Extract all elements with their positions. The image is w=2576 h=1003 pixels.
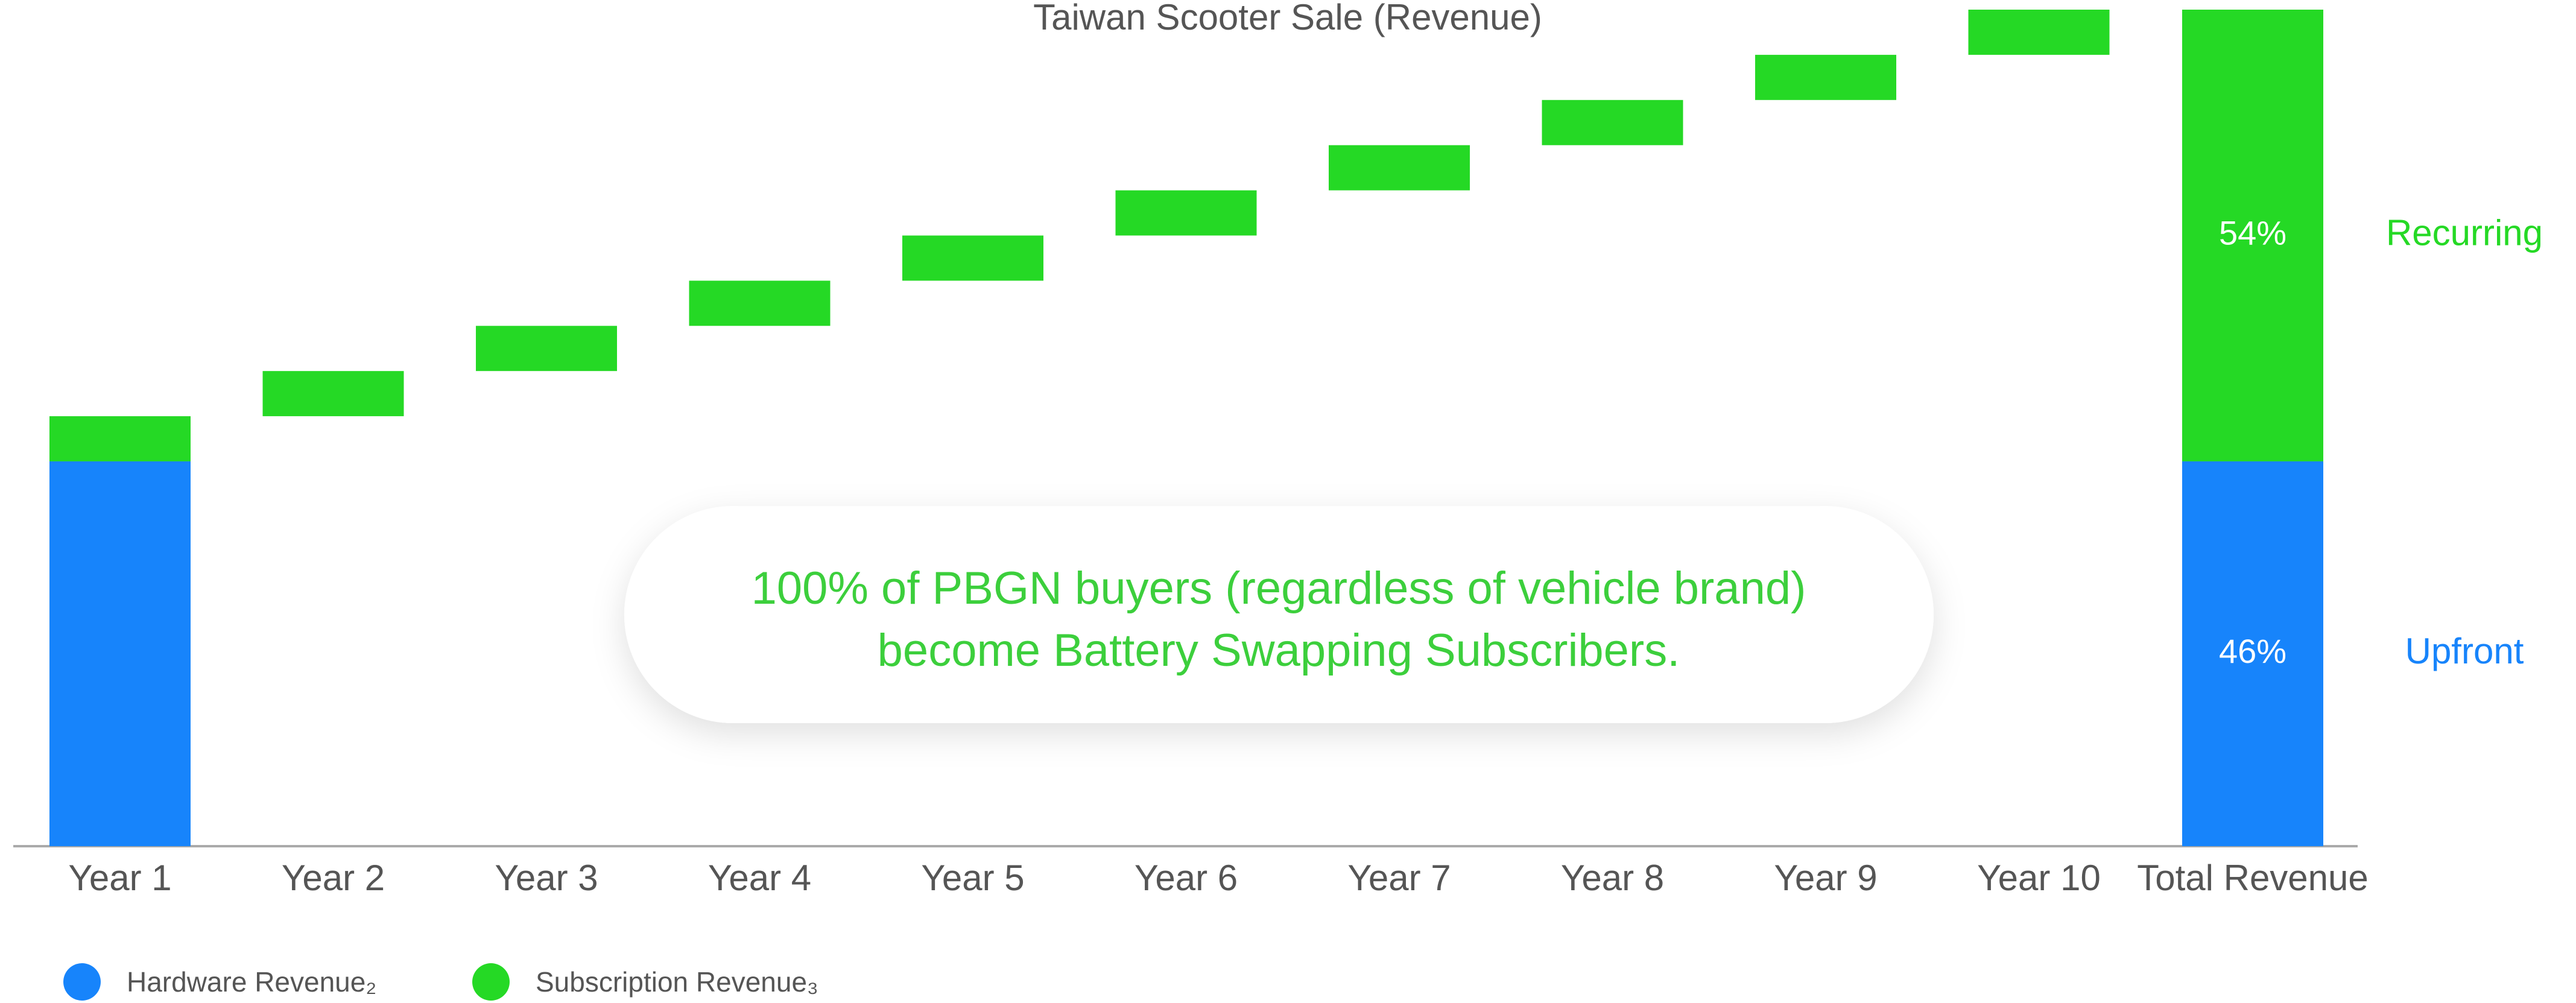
- annotation-box: [624, 506, 1934, 723]
- legend-label: Hardware Revenue₂: [127, 966, 376, 998]
- side-label: Upfront: [2405, 631, 2524, 671]
- bar-segment: [476, 326, 617, 372]
- bar-segment: [262, 371, 404, 417]
- x-tick-label: Year 4: [708, 858, 811, 898]
- annotation-text: 100% of PBGN buyers (regardless of vehic…: [752, 563, 1806, 614]
- x-tick-label: Year 5: [921, 858, 1024, 898]
- x-tick-label: Year 3: [495, 858, 598, 898]
- legend-label: Subscription Revenue₃: [536, 966, 818, 998]
- total-segment: [2182, 10, 2323, 461]
- bar-segment: [1755, 54, 1896, 100]
- x-tick-label: Year 2: [282, 858, 385, 898]
- bar-segment: [1329, 145, 1470, 191]
- x-tick-label: Year 7: [1347, 858, 1451, 898]
- bar-segment: [49, 461, 191, 846]
- x-tick-label: Year 1: [68, 858, 171, 898]
- total-segment: [2182, 461, 2323, 846]
- bar-segment: [1968, 10, 2110, 55]
- legend-swatch: [472, 963, 510, 1001]
- x-tick-label: Year 8: [1561, 858, 1664, 898]
- x-tick-label: Year 9: [1774, 858, 1877, 898]
- bar-segment: [49, 416, 191, 461]
- x-tick-label: Total Revenue: [2137, 858, 2369, 898]
- side-label: Recurring: [2386, 212, 2543, 253]
- bar-segment: [902, 235, 1043, 281]
- value-label: 54%: [2219, 214, 2286, 252]
- chart-title: Taiwan Scooter Sale (Revenue): [1033, 0, 1542, 37]
- bar-segment: [1115, 190, 1257, 236]
- bar-segment: [689, 280, 831, 326]
- x-tick-label: Year 6: [1135, 858, 1238, 898]
- legend-swatch: [63, 963, 101, 1001]
- x-tick-label: Year 10: [1977, 858, 2101, 898]
- annotation-text: become Battery Swapping Subscribers.: [878, 625, 1680, 676]
- bar-segment: [1542, 100, 1683, 145]
- value-label: 46%: [2219, 632, 2286, 670]
